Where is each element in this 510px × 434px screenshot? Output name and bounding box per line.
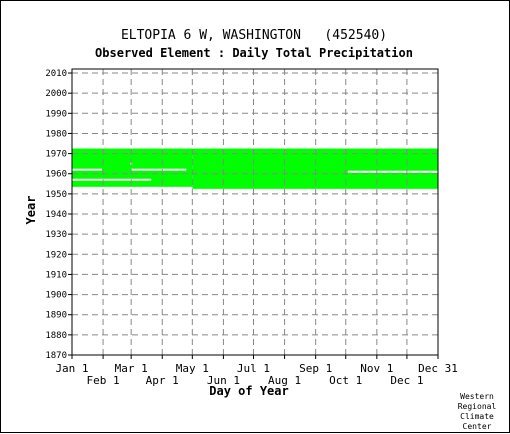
- y-tick-label-6: 1950: [45, 190, 67, 200]
- x-tick-label-bottom-4: Oct 1: [329, 374, 362, 387]
- gap-mark-0: [72, 168, 103, 171]
- credit-line-3: Climate: [460, 412, 494, 421]
- gap-mark-1: [72, 178, 152, 181]
- x-tick-label-bottom-1: Apr 1: [146, 374, 179, 387]
- chart-subtitle: Observed Element : Daily Total Precipita…: [95, 46, 413, 60]
- plot-area: 2010 2000 1990 1980 1970 1960 1950 1940 1930 1920…: [45, 68, 458, 387]
- y-axis-label: Year: [24, 196, 38, 225]
- x-tick-label-top-5: Nov 1: [360, 362, 393, 375]
- y-tick-label-2: 1990: [45, 109, 67, 119]
- plot-border: [71, 68, 439, 356]
- x-tick-label-top-3: Jul 1: [237, 362, 270, 375]
- credit-line-2: Regional: [458, 402, 497, 411]
- x-tick-label-top-4: Sep 1: [299, 362, 332, 375]
- credit-line-4: Center: [463, 422, 492, 431]
- chart-title: ELTOPIA 6 W, WASHINGTON (452540): [121, 28, 387, 43]
- x-tick-label-bottom-5: Dec 1: [390, 374, 423, 387]
- x-axis-label: Day of Year: [209, 384, 288, 398]
- y-tick-label-9: 1920: [45, 250, 67, 260]
- gap-mark-4: [347, 170, 438, 173]
- coverage-block-1: [192, 148, 438, 189]
- x-tick-label-top-2: May 1: [176, 362, 209, 375]
- y-tick-label-0: 2010: [45, 69, 67, 79]
- y-tick-label-14: 1870: [45, 351, 67, 361]
- y-tick-label-8: 1930: [45, 230, 67, 240]
- gap-mark-3: [131, 168, 187, 171]
- y-tick-label-10: 1910: [45, 270, 67, 280]
- x-tick-label-top-6: Dec 31: [418, 362, 458, 375]
- y-tick-label-3: 1980: [45, 129, 67, 139]
- y-tick-label-11: 1900: [45, 291, 67, 301]
- coverage-block-0: [72, 148, 193, 187]
- x-tick-label-top-1: Mar 1: [115, 362, 148, 375]
- y-tick-label-12: 1890: [45, 311, 67, 321]
- credit-block: Western Regional Climate Center: [458, 392, 497, 431]
- y-tick-label-7: 1940: [45, 210, 67, 220]
- y-tick-label-4: 1970: [45, 150, 67, 160]
- y-tick-label-13: 1880: [45, 331, 67, 341]
- x-tick-label-bottom-2: Jun 1: [207, 374, 240, 387]
- x-tick-label-bottom-3: Aug 1: [268, 374, 301, 387]
- x-tick-label-top-0: Jan 1: [55, 362, 88, 375]
- credit-line-1: Western: [460, 392, 494, 401]
- y-tick-label-1: 2000: [45, 89, 67, 99]
- x-tick-label-bottom-0: Feb 1: [87, 374, 120, 387]
- y-tick-label-5: 1960: [45, 170, 67, 180]
